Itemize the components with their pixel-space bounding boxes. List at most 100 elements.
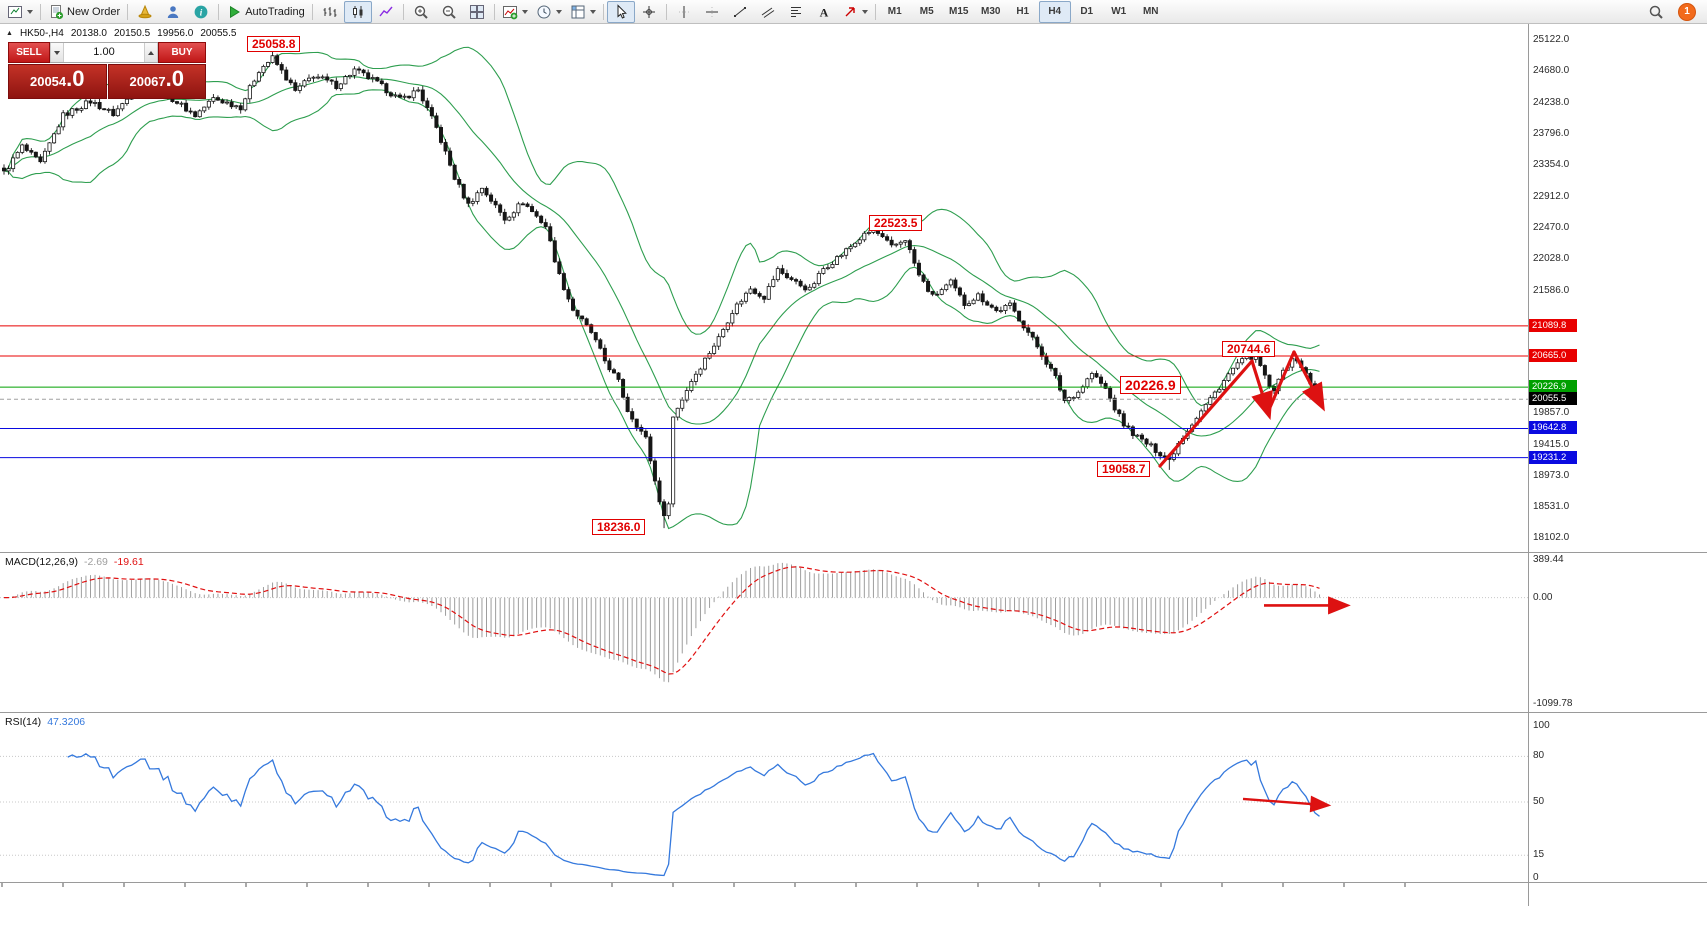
- sell-button[interactable]: SELL: [8, 42, 50, 63]
- macd-axis-label: 0.00: [1533, 591, 1553, 603]
- price-axis-label: 24238.0: [1533, 96, 1570, 108]
- price-label-annotation[interactable]: 22523.5: [869, 215, 923, 232]
- trend-arrows[interactable]: [1158, 350, 1325, 468]
- tile-windows-button[interactable]: [463, 1, 491, 23]
- tf-h4-button-label: H4: [1048, 6, 1062, 17]
- new-chart-button[interactable]: [3, 1, 37, 23]
- macd-name: MACD(12,26,9): [5, 556, 78, 568]
- price-badge-19231.2: 19231.2: [1529, 450, 1577, 464]
- tf-m5-button-label: M5: [919, 6, 934, 17]
- price-label-annotation[interactable]: 19058.7: [1097, 460, 1151, 477]
- accounts-button[interactable]: [159, 1, 187, 23]
- tf-mn-button-label: MN: [1142, 6, 1159, 17]
- tf-m5-button[interactable]: M5: [911, 1, 943, 23]
- bollinger-bands: [3, 46, 1320, 530]
- new-order-button-label: New Order: [67, 5, 121, 18]
- tf-h1-button[interactable]: H1: [1007, 1, 1039, 23]
- magnifier-icon: [1648, 4, 1664, 20]
- trendline-button[interactable]: [726, 1, 754, 23]
- tf-h4-button[interactable]: H4: [1038, 0, 1071, 23]
- text-label-icon: A: [816, 4, 832, 20]
- new-order-button[interactable]: New Order: [44, 1, 124, 23]
- fibonacci-button[interactable]: [782, 1, 810, 23]
- price-label-annotation[interactable]: 20744.6: [1222, 341, 1276, 358]
- autotrading-button[interactable]: AutoTrading: [222, 1, 309, 23]
- price-axis-label: 18102.0: [1533, 531, 1570, 543]
- triangle-up-icon: [148, 50, 154, 55]
- community-button[interactable]: i: [187, 1, 215, 23]
- vertical-line-icon: [676, 4, 692, 20]
- volume-value[interactable]: 1.00: [93, 46, 115, 58]
- price-axis-label: 25122.0: [1533, 34, 1570, 46]
- tf-m1-button-label: M1: [887, 6, 902, 17]
- sell-price[interactable]: 20054.0: [8, 64, 107, 99]
- macd-value-signal: -19.61: [113, 556, 144, 568]
- price-label-annotation[interactable]: 20226.9: [1120, 376, 1181, 395]
- price-label-annotation[interactable]: 25058.8: [247, 35, 301, 52]
- ohlc-open: 20138.0: [70, 28, 107, 39]
- buy-price[interactable]: 20067.0: [107, 64, 206, 99]
- text-label-button[interactable]: A: [810, 1, 838, 23]
- volume-increase-button[interactable]: [144, 43, 158, 62]
- tf-w1-button-label: W1: [1111, 6, 1127, 17]
- price-axis-label: 24680.0: [1533, 65, 1570, 77]
- candlestick-mode-button[interactable]: [343, 0, 372, 23]
- person-icon: [165, 4, 181, 20]
- volume-decrease-button[interactable]: [50, 43, 64, 62]
- price-badge-20226.9: 20226.9: [1529, 380, 1577, 394]
- candlesticks[interactable]: [2, 44, 1322, 529]
- price-axis-label: 23796.0: [1533, 128, 1570, 140]
- toolbar-separator: [874, 3, 876, 20]
- crosshair-button[interactable]: [635, 1, 663, 23]
- bar-chart-mode-button[interactable]: [316, 1, 344, 23]
- notification-badge[interactable]: 1: [1678, 2, 1696, 21]
- horizontal-lines[interactable]: [0, 325, 1528, 459]
- buy-button[interactable]: BUY: [158, 42, 206, 63]
- zoom-out-icon: [441, 4, 457, 20]
- horizontal-line-icon: [704, 4, 720, 20]
- symbol-title: HK50-,H4: [19, 28, 64, 39]
- zoom-in-button[interactable]: [407, 1, 435, 23]
- tf-m30-button[interactable]: M30: [975, 1, 1007, 23]
- price-axis-label: 18531.0: [1533, 501, 1570, 513]
- zoom-out-button[interactable]: [435, 1, 463, 23]
- tf-d1-button[interactable]: D1: [1071, 1, 1103, 23]
- rsi-axis-label: 80: [1533, 750, 1545, 762]
- mql-wizard-button[interactable]: [131, 1, 159, 23]
- templates-button[interactable]: [566, 1, 600, 23]
- arrows-button[interactable]: [838, 1, 872, 23]
- bars-chart-icon: [322, 4, 338, 20]
- price-badge-19642.8: 19642.8: [1529, 421, 1577, 435]
- tf-m15-button[interactable]: M15: [943, 1, 975, 23]
- search-button[interactable]: [1642, 1, 1670, 23]
- cursor-button[interactable]: [606, 0, 635, 23]
- svg-text:i: i: [200, 7, 203, 17]
- play-icon: [226, 4, 242, 20]
- tf-m1-button[interactable]: M1: [879, 1, 911, 23]
- trendline-icon: [732, 4, 748, 20]
- toolbar-separator: [402, 3, 404, 20]
- trend-arrow-segment: [1292, 350, 1325, 412]
- new-order-doc-icon: [48, 4, 64, 20]
- triangle-down-icon: [54, 50, 60, 55]
- tf-w1-button[interactable]: W1: [1103, 1, 1135, 23]
- price-axis-label: 22470.0: [1533, 222, 1570, 234]
- periods-icon: [536, 4, 552, 20]
- vertical-line-button[interactable]: [670, 1, 698, 23]
- chevron-down-icon: [861, 9, 868, 14]
- tf-mn-button[interactable]: MN: [1135, 1, 1167, 23]
- rsi-pane[interactable]: [0, 752, 1528, 877]
- periods-button[interactable]: [532, 1, 566, 23]
- macd-pane[interactable]: [0, 562, 1528, 683]
- horizontal-line-button[interactable]: [698, 1, 726, 23]
- indicators-button[interactable]: [498, 1, 532, 23]
- trend-arrow-segment: [1250, 359, 1273, 421]
- line-chart-mode-button[interactable]: [372, 1, 400, 23]
- chart-canvas[interactable]: [0, 24, 1707, 906]
- arrows-shapes-icon: [842, 4, 858, 20]
- price-label-annotation[interactable]: 18236.0: [592, 519, 646, 536]
- time-axis[interactable]: 6 Jan 202212 Jan 05:0018 Jan 05:0024 Jan…: [0, 883, 1707, 906]
- rsi-arrow-annotation[interactable]: [1242, 795, 1332, 813]
- channel-button[interactable]: [754, 1, 782, 23]
- autotrading-button-label: AutoTrading: [245, 5, 305, 18]
